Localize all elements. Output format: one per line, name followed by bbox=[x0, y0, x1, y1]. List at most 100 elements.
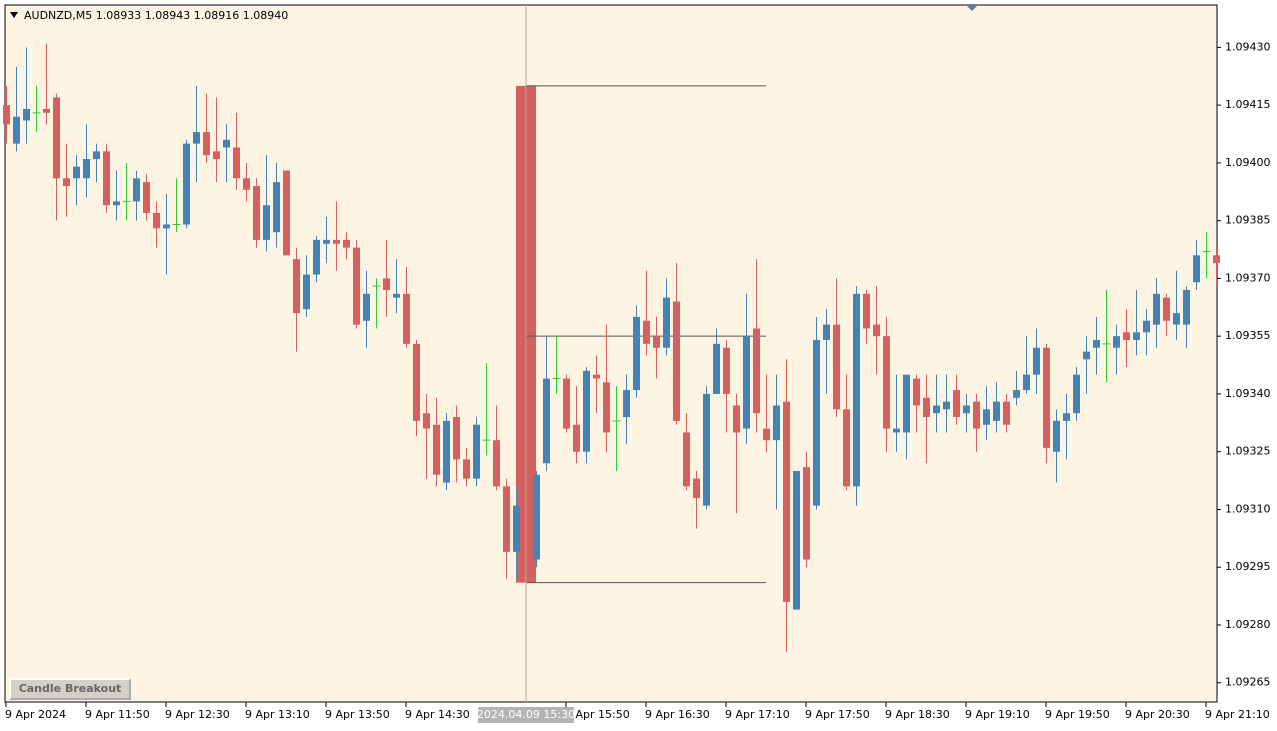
candle-body bbox=[983, 409, 990, 425]
candle-body bbox=[633, 316, 640, 391]
candle-body bbox=[343, 239, 350, 248]
x-tick-label: 9 Apr 17:50 bbox=[805, 708, 870, 721]
candle-body bbox=[813, 340, 820, 506]
crosshair-label: 2024.04.09 15:30 bbox=[477, 708, 575, 721]
candle-body bbox=[653, 336, 660, 348]
candle-body bbox=[743, 336, 750, 429]
candle-body bbox=[623, 390, 630, 418]
y-tick-label: 1.09430 bbox=[1225, 40, 1271, 53]
candle-body bbox=[303, 274, 310, 310]
x-tick-label: 9 Apr 19:10 bbox=[965, 708, 1030, 721]
x-tick-label: 9 Apr 14:30 bbox=[405, 708, 470, 721]
candle-body bbox=[763, 428, 770, 441]
candle-body bbox=[1063, 413, 1070, 421]
candle-body bbox=[843, 409, 850, 487]
candle-body bbox=[1133, 332, 1140, 341]
candle-body bbox=[853, 293, 860, 487]
y-tick-label: 1.09370 bbox=[1225, 271, 1271, 284]
candle-body bbox=[493, 440, 500, 487]
candle-body bbox=[753, 328, 760, 414]
candle-body bbox=[973, 401, 980, 429]
candle-body bbox=[63, 178, 70, 186]
candle-body bbox=[163, 224, 170, 229]
candle-body bbox=[193, 132, 200, 144]
y-tick-label: 1.09295 bbox=[1225, 560, 1271, 573]
candle-body bbox=[773, 405, 780, 441]
x-tick-label: 9 Apr 20:30 bbox=[1125, 708, 1190, 721]
candle-body bbox=[953, 390, 960, 418]
y-tick-label: 1.09400 bbox=[1225, 156, 1271, 169]
candle-body bbox=[433, 424, 440, 475]
candle-body bbox=[133, 178, 140, 202]
candle-body bbox=[593, 374, 600, 379]
candle-body bbox=[603, 382, 610, 433]
candle-body bbox=[263, 205, 270, 240]
candle-breakout-button[interactable]: Candle Breakout bbox=[9, 678, 131, 700]
x-tick-label: 9 Apr 12:30 bbox=[165, 708, 230, 721]
candle-body bbox=[103, 151, 110, 206]
candle-body bbox=[673, 301, 680, 421]
candle-body bbox=[733, 405, 740, 433]
candle-body bbox=[903, 374, 910, 433]
x-tick-label: 9 Apr 11:50 bbox=[85, 708, 150, 721]
candle-body bbox=[823, 324, 830, 341]
candle-body bbox=[993, 401, 1000, 421]
candle-body bbox=[383, 278, 390, 290]
candle-body bbox=[573, 424, 580, 452]
y-tick-label: 1.09385 bbox=[1225, 214, 1271, 227]
candle-body bbox=[893, 428, 900, 433]
y-tick-label: 1.09340 bbox=[1225, 387, 1271, 400]
x-tick-label: 9 Apr 15:50 bbox=[565, 708, 630, 721]
y-tick-label: 1.09310 bbox=[1225, 502, 1271, 515]
candle-body bbox=[913, 378, 920, 406]
candle-body bbox=[243, 178, 250, 190]
candle-body bbox=[203, 132, 210, 156]
x-tick-label: 9 Apr 13:10 bbox=[245, 708, 310, 721]
candle-body bbox=[363, 293, 370, 321]
candle-body bbox=[1113, 336, 1120, 348]
candle-body bbox=[963, 405, 970, 414]
candle-body bbox=[643, 320, 650, 344]
y-tick-label: 1.09325 bbox=[1225, 445, 1271, 458]
candle-body bbox=[943, 401, 950, 410]
candle-body bbox=[583, 370, 590, 452]
candle-body bbox=[283, 170, 290, 256]
crosshair-label-bg bbox=[478, 707, 574, 723]
candle-body bbox=[1143, 320, 1150, 333]
y-tick-label: 1.09355 bbox=[1225, 329, 1271, 342]
y-tick-label: 1.09415 bbox=[1225, 98, 1271, 111]
candle-body bbox=[83, 159, 90, 179]
candle-body bbox=[423, 413, 430, 429]
x-tick-label: 9 Apr 18:30 bbox=[885, 708, 950, 721]
candle-body bbox=[1183, 289, 1190, 325]
candle-body bbox=[393, 293, 400, 298]
candle-body bbox=[793, 470, 800, 610]
candle-body bbox=[1153, 293, 1160, 325]
candle-body bbox=[223, 139, 230, 148]
candle-body bbox=[453, 417, 460, 460]
y-tick-label: 1.09265 bbox=[1225, 676, 1271, 689]
x-tick-label: 9 Apr 13:50 bbox=[325, 708, 390, 721]
candle-body bbox=[273, 182, 280, 233]
candle-body bbox=[233, 147, 240, 179]
x-tick-label: 9 Apr 2024 bbox=[5, 708, 66, 721]
candle-body bbox=[3, 105, 10, 125]
candle-body bbox=[153, 212, 160, 229]
candle-body bbox=[533, 474, 540, 560]
candle-body bbox=[1193, 255, 1200, 283]
candle-body bbox=[923, 397, 930, 418]
candle-body bbox=[353, 247, 360, 325]
candle-body bbox=[933, 405, 940, 414]
candle-body bbox=[1003, 401, 1010, 425]
candle-body bbox=[333, 239, 340, 244]
candle-body bbox=[723, 347, 730, 394]
scroll-marker bbox=[966, 5, 978, 11]
candle-body bbox=[863, 293, 870, 329]
candle-body bbox=[113, 201, 120, 206]
candle-body bbox=[1033, 347, 1040, 375]
candle-body bbox=[513, 505, 520, 552]
candle-body bbox=[293, 259, 300, 314]
candle-body bbox=[143, 182, 150, 213]
candle-body bbox=[93, 151, 100, 160]
candle-body bbox=[1083, 351, 1090, 360]
